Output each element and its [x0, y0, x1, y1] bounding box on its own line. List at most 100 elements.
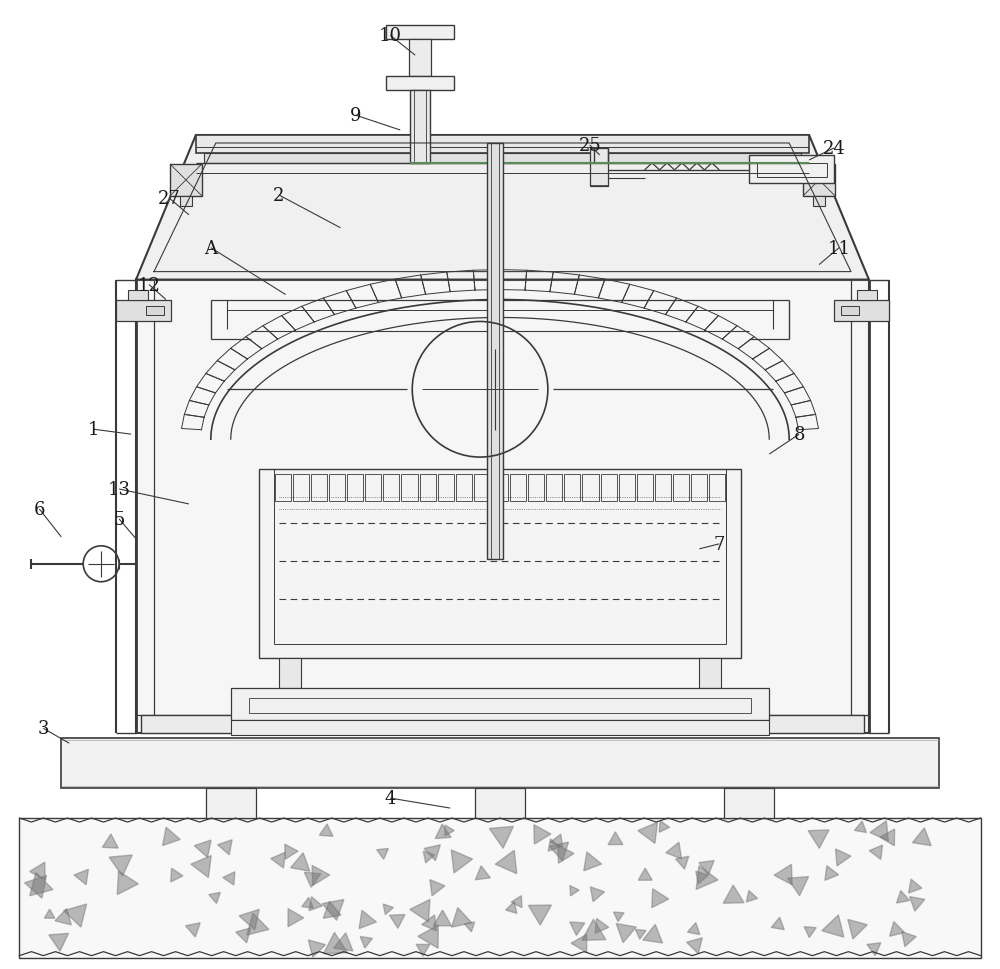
Bar [834, 300, 889, 322]
Polygon shape [49, 933, 69, 952]
Bar [196, 136, 809, 154]
Polygon shape [288, 909, 304, 926]
Polygon shape [489, 827, 513, 848]
Bar [841, 306, 859, 316]
Bar [510, 475, 526, 501]
Polygon shape [638, 868, 652, 880]
Bar [311, 475, 327, 501]
Bar [410, 91, 430, 164]
Text: 8: 8 [793, 425, 805, 444]
Bar [329, 475, 345, 501]
Polygon shape [570, 886, 579, 896]
Bar [204, 154, 801, 164]
Polygon shape [869, 845, 883, 860]
Polygon shape [319, 824, 333, 836]
Bar [206, 789, 256, 818]
Bar [528, 475, 544, 501]
Text: A: A [204, 239, 217, 258]
Bar [128, 291, 148, 300]
Bar [803, 165, 835, 197]
Bar [637, 475, 653, 501]
Polygon shape [870, 821, 888, 841]
Polygon shape [451, 850, 473, 873]
Polygon shape [109, 855, 132, 876]
Bar [347, 475, 363, 501]
Polygon shape [475, 866, 490, 880]
Polygon shape [659, 821, 670, 832]
Polygon shape [608, 832, 623, 845]
Bar [619, 475, 635, 501]
Text: 13: 13 [108, 481, 131, 498]
Polygon shape [912, 828, 931, 846]
Text: 24: 24 [823, 140, 845, 158]
Bar [487, 143, 503, 559]
Polygon shape [430, 880, 445, 895]
Polygon shape [676, 857, 689, 869]
Polygon shape [506, 902, 517, 914]
Polygon shape [822, 915, 844, 937]
Bar [386, 26, 454, 41]
Polygon shape [218, 840, 232, 855]
Polygon shape [643, 924, 663, 943]
Polygon shape [418, 924, 438, 949]
Bar [19, 818, 981, 957]
Polygon shape [788, 877, 809, 895]
Text: 25: 25 [578, 137, 601, 155]
Bar [438, 475, 454, 501]
Polygon shape [334, 933, 353, 951]
Polygon shape [452, 908, 472, 927]
Polygon shape [804, 926, 816, 938]
Bar [279, 659, 301, 689]
Polygon shape [389, 915, 405, 928]
Polygon shape [464, 922, 475, 932]
Bar [456, 475, 472, 501]
Polygon shape [194, 840, 211, 858]
Polygon shape [171, 868, 183, 882]
Polygon shape [271, 853, 285, 868]
Bar [383, 475, 399, 501]
Text: 1: 1 [87, 421, 99, 439]
Polygon shape [549, 842, 569, 860]
Bar [293, 475, 309, 501]
Bar [275, 475, 291, 501]
Polygon shape [410, 899, 430, 922]
Polygon shape [55, 909, 71, 924]
Bar [590, 149, 608, 187]
Bar [492, 475, 508, 501]
Polygon shape [383, 904, 393, 915]
Text: 11: 11 [828, 239, 851, 258]
Text: 2: 2 [273, 187, 284, 204]
Polygon shape [613, 912, 624, 922]
Bar [409, 41, 431, 78]
Polygon shape [666, 842, 682, 859]
Bar [231, 721, 769, 735]
Polygon shape [323, 901, 341, 919]
Bar [231, 689, 769, 721]
Bar [813, 197, 825, 206]
Polygon shape [616, 923, 636, 943]
Polygon shape [64, 904, 87, 927]
Polygon shape [652, 889, 669, 908]
Polygon shape [897, 891, 910, 903]
Bar [757, 164, 827, 177]
Bar [673, 475, 689, 501]
Bar [401, 475, 418, 501]
Text: 12: 12 [138, 276, 160, 295]
Bar [180, 197, 192, 206]
Polygon shape [495, 851, 517, 874]
Text: 3: 3 [38, 720, 49, 737]
Text: 7: 7 [714, 535, 725, 553]
Polygon shape [422, 915, 437, 931]
Bar [691, 475, 707, 501]
Bar [655, 475, 671, 501]
Polygon shape [285, 844, 298, 860]
Bar [601, 475, 617, 501]
Polygon shape [558, 845, 574, 863]
Bar [749, 156, 834, 184]
Polygon shape [550, 834, 563, 847]
Polygon shape [424, 845, 440, 860]
Polygon shape [590, 887, 605, 902]
Bar [146, 306, 164, 316]
Polygon shape [723, 885, 744, 903]
Polygon shape [360, 937, 373, 948]
